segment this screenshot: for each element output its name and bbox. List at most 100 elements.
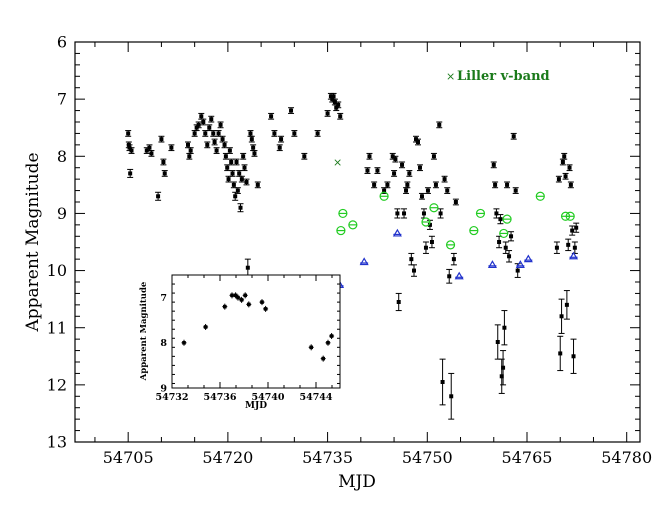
data-point [567, 181, 574, 189]
inset-data-point [308, 344, 314, 351]
data-point [573, 222, 580, 233]
data-point [224, 164, 231, 172]
inset-ticks: 54732 54736 54740 54744 7 8 9 [155, 274, 340, 403]
data-point [384, 181, 391, 189]
data-point [501, 310, 508, 346]
data-point [233, 158, 240, 166]
y-tick-label: 13 [47, 433, 67, 452]
inset-data-point [242, 292, 248, 299]
y-tick-label: 8 [160, 338, 167, 349]
data-point [571, 241, 578, 254]
data-point [221, 141, 228, 149]
y-tick-label: 7 [160, 293, 167, 304]
data-point [494, 324, 501, 360]
data-point [215, 130, 222, 137]
data-point-green [535, 191, 545, 201]
data-point [394, 208, 401, 219]
data-point [416, 164, 423, 172]
data-point [271, 130, 278, 137]
inset-data-point [263, 305, 269, 312]
data-point [185, 141, 191, 149]
data-point [403, 187, 410, 194]
data-point [559, 158, 566, 166]
x-tick-label: 54740 [251, 392, 284, 403]
data-point [191, 130, 198, 137]
y-tick-label: 9 [160, 383, 167, 394]
data-point-liller: × [333, 156, 342, 169]
data-point [492, 181, 499, 189]
x-tick-label: 54744 [299, 392, 332, 403]
data-point [450, 252, 457, 266]
data-point [244, 258, 251, 277]
data-point [195, 121, 202, 129]
data-point [401, 208, 408, 219]
data-point [222, 152, 229, 160]
data-point [441, 175, 448, 183]
data-point [436, 121, 443, 129]
inset-data-point [239, 296, 245, 303]
data-point [228, 158, 235, 166]
inset-y-axis-label: Apparent Magnitude [139, 281, 149, 381]
x-axis-label: MJD [338, 472, 376, 492]
data-point [557, 335, 564, 372]
data-point [127, 168, 134, 178]
data-point-green [348, 220, 358, 230]
data-point [211, 138, 218, 146]
x-tick-label: 54765 [502, 448, 553, 467]
data-point [406, 170, 413, 177]
y-axis-label: Apparent Magnitude [23, 152, 43, 332]
inset-data-point [325, 339, 331, 346]
data-point-green [336, 225, 346, 236]
inset-data-point [259, 299, 265, 306]
data-point [155, 191, 162, 201]
data-point-blue [454, 271, 464, 280]
inset-data-point [181, 339, 187, 346]
data-point [366, 152, 373, 160]
data-point [428, 235, 435, 249]
data-point [229, 170, 236, 177]
data-point [187, 147, 194, 154]
y-tick-label: 9 [57, 204, 67, 223]
inset-data-point [246, 301, 252, 308]
data-point [508, 231, 515, 242]
data-point [570, 338, 577, 374]
inset-frame [171, 274, 341, 389]
data-point [446, 268, 453, 284]
data-point [512, 187, 519, 194]
data-point [448, 372, 455, 420]
data-point [420, 208, 427, 219]
data-point [566, 164, 573, 172]
inset-data-point [329, 333, 335, 340]
data-point [236, 170, 243, 177]
data-point [234, 187, 241, 194]
data-point [160, 158, 167, 166]
y-tick-label: 10 [47, 261, 67, 280]
data-point [493, 208, 500, 219]
y-tick-label: 6 [57, 33, 67, 52]
data-point [408, 252, 415, 266]
x-tick-label: 54736 [203, 392, 236, 403]
data-point [186, 152, 193, 160]
data-point [204, 141, 211, 149]
data-point [254, 181, 261, 189]
inset-chart: 54732 54736 54740 54744 7 8 9 MJD Apparent Mag… [139, 274, 341, 411]
data-point [225, 175, 232, 183]
data-point [278, 135, 285, 143]
x-tick-label: 54780 [601, 448, 652, 467]
data-point [432, 181, 439, 189]
data-point [219, 135, 226, 143]
inset-data-point [320, 355, 326, 362]
data-point [374, 167, 381, 174]
data-point [202, 130, 209, 137]
main-ticks: 54705 54720 54735 54750 54765 54780 6 7 8 9 10 11 12… [47, 33, 653, 467]
data-point [558, 298, 565, 334]
data-point-blue [523, 254, 533, 263]
x-tick-label: 54732 [155, 392, 188, 403]
data-point-blue [515, 260, 525, 268]
legend-marker-x: × [446, 70, 455, 83]
data-point [553, 241, 560, 254]
data-point [422, 241, 429, 254]
data-point [251, 150, 258, 157]
data-point [314, 130, 321, 137]
